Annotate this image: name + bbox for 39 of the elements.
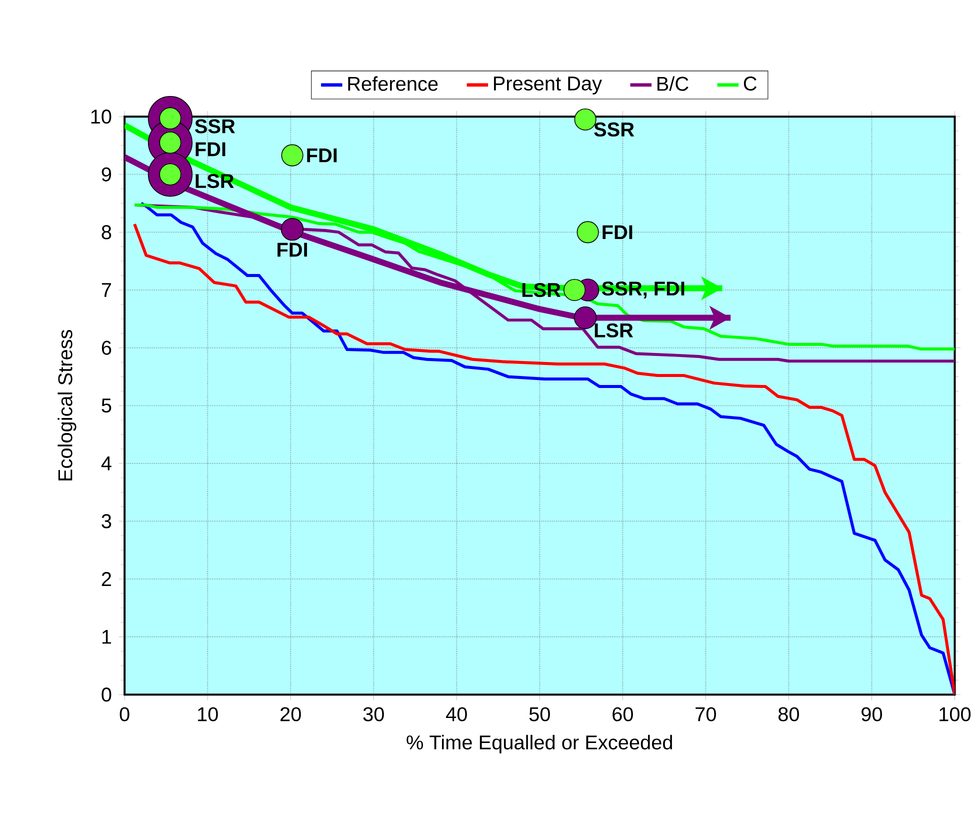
x-tick-label: 90 xyxy=(862,707,882,722)
x-tick-label: 60 xyxy=(612,707,633,722)
annotation: FDI xyxy=(278,242,307,256)
point xyxy=(576,221,599,244)
annotation: SSR xyxy=(594,122,634,136)
annotation: FDI xyxy=(602,225,632,239)
x-tick-label: 100 xyxy=(940,707,971,722)
legend-label: B/C xyxy=(657,76,688,91)
y-tick-label: 7 xyxy=(102,283,111,297)
point xyxy=(563,278,586,301)
y-tick-label: 5 xyxy=(102,398,112,412)
x-tick-label: 70 xyxy=(696,707,716,722)
y-axis-title: Ecological Stress xyxy=(58,330,76,480)
x-tick-label: 50 xyxy=(529,707,550,722)
annotation: FDI xyxy=(196,142,226,156)
y-tick-label: 8 xyxy=(102,225,112,240)
x-axis-title: % Time Equalled or Exceeded xyxy=(406,734,672,754)
y-tick-label: 4 xyxy=(101,456,112,470)
point xyxy=(281,144,304,166)
legend-label: Reference xyxy=(348,76,438,91)
y-tick-label: 9 xyxy=(102,167,112,182)
x-tick-label: 10 xyxy=(198,707,218,722)
x-tick-label: 20 xyxy=(280,707,301,722)
annotation: FDI xyxy=(307,148,337,162)
annotation: LSR xyxy=(594,323,634,338)
y-tick-label: 3 xyxy=(102,514,112,528)
y-tick-label: 2 xyxy=(102,572,111,586)
annotation: SSR xyxy=(195,119,235,134)
x-tick-label: 40 xyxy=(446,707,467,722)
y-tick-label: 1 xyxy=(102,630,112,644)
x-tick-label: 30 xyxy=(363,707,384,722)
annotation: LSR xyxy=(196,174,234,188)
y-tick-label: 10 xyxy=(91,109,112,124)
legend-label: C xyxy=(744,76,757,91)
x-tick-label: 80 xyxy=(778,707,799,722)
x-tick-label: 0 xyxy=(120,707,130,722)
legend-label: Present Day xyxy=(494,76,602,94)
y-tick-label: 0 xyxy=(102,687,112,702)
y-tick-label: 6 xyxy=(102,340,112,355)
